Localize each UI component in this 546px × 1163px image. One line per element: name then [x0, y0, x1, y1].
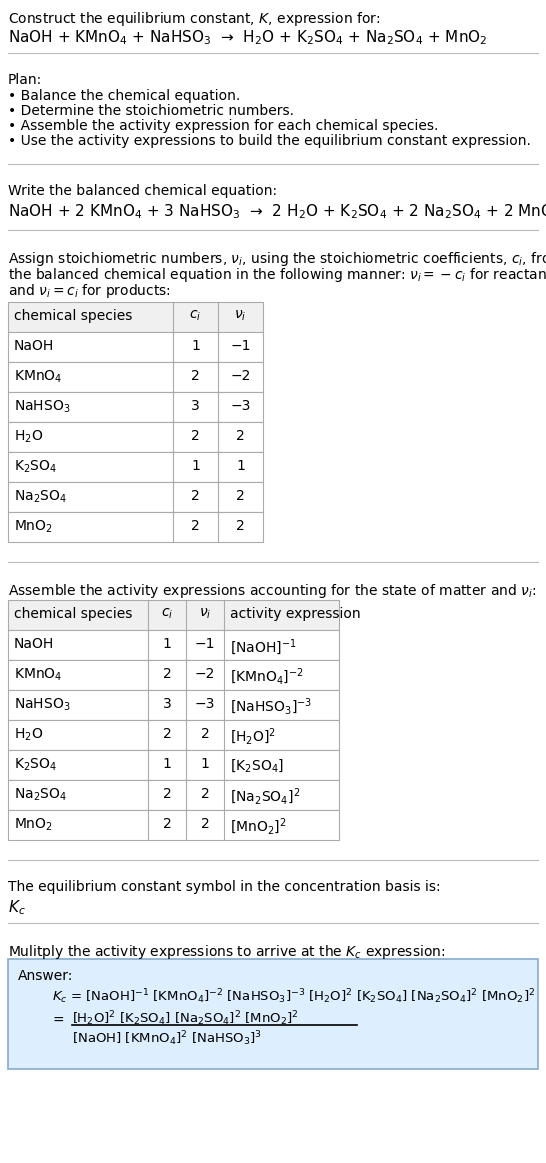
Text: 3: 3 [163, 697, 171, 711]
Text: • Balance the chemical equation.: • Balance the chemical equation. [8, 90, 240, 104]
Text: [NaOH] [KMnO$_4$]$^2$ [NaHSO$_3$]$^3$: [NaOH] [KMnO$_4$]$^2$ [NaHSO$_3$]$^3$ [72, 1029, 262, 1048]
Bar [8, 809, 339, 840]
Text: −1: −1 [230, 338, 251, 354]
Text: chemical species: chemical species [14, 309, 132, 323]
Text: • Determine the stoichiometric numbers.: • Determine the stoichiometric numbers. [8, 104, 294, 117]
Bar [8, 659, 339, 690]
Text: and $\nu_i = c_i$ for products:: and $\nu_i = c_i$ for products: [8, 281, 171, 300]
Text: H$_2$O: H$_2$O [14, 727, 43, 743]
Text: NaHSO$_3$: NaHSO$_3$ [14, 697, 70, 713]
Text: Mulitply the activity expressions to arrive at the $K_c$ expression:: Mulitply the activity expressions to arr… [8, 943, 446, 961]
Text: KMnO$_4$: KMnO$_4$ [14, 369, 62, 385]
Text: MnO$_2$: MnO$_2$ [14, 816, 53, 834]
Text: NaOH + KMnO$_4$ + NaHSO$_3$  →  H$_2$O + K$_2$SO$_4$ + Na$_2$SO$_4$ + MnO$_2$: NaOH + KMnO$_4$ + NaHSO$_3$ → H$_2$O + K… [8, 28, 488, 47]
Bar [8, 690, 339, 720]
Text: Na$_2$SO$_4$: Na$_2$SO$_4$ [14, 787, 67, 804]
Text: −3: −3 [230, 399, 251, 413]
Text: MnO$_2$: MnO$_2$ [14, 519, 53, 535]
Text: =: = [52, 1014, 64, 1028]
Text: 2: 2 [191, 519, 200, 533]
Text: Plan:: Plan: [8, 73, 42, 87]
Text: 1: 1 [200, 757, 210, 771]
Bar [8, 720, 339, 750]
Bar [8, 452, 263, 481]
Bar [8, 481, 263, 512]
Text: $\nu_i$: $\nu_i$ [234, 309, 247, 323]
Text: 2: 2 [236, 519, 245, 533]
Text: NaOH: NaOH [14, 637, 54, 651]
Bar [8, 600, 339, 630]
Text: $K_c$ = [NaOH]$^{-1}$ [KMnO$_4$]$^{-2}$ [NaHSO$_3$]$^{-3}$ [H$_2$O]$^2$ [K$_2$SO: $K_c$ = [NaOH]$^{-1}$ [KMnO$_4$]$^{-2}$ … [52, 987, 536, 1006]
Text: 2: 2 [191, 429, 200, 443]
Text: 2: 2 [191, 488, 200, 504]
Text: Write the balanced chemical equation:: Write the balanced chemical equation: [8, 184, 277, 198]
Text: [KMnO$_4$]$^{-2}$: [KMnO$_4$]$^{-2}$ [230, 668, 304, 687]
Text: 1: 1 [163, 757, 171, 771]
Text: −2: −2 [195, 668, 215, 682]
Text: chemical species: chemical species [14, 607, 132, 621]
Text: H$_2$O: H$_2$O [14, 429, 43, 445]
Text: NaOH + 2 KMnO$_4$ + 3 NaHSO$_3$  →  2 H$_2$O + K$_2$SO$_4$ + 2 Na$_2$SO$_4$ + 2 : NaOH + 2 KMnO$_4$ + 3 NaHSO$_3$ → 2 H$_2… [8, 202, 546, 221]
Text: 2: 2 [163, 816, 171, 832]
Text: [H$_2$O]$^2$: [H$_2$O]$^2$ [230, 727, 276, 748]
Bar [8, 630, 339, 659]
Text: 1: 1 [191, 459, 200, 473]
Text: NaOH: NaOH [14, 338, 54, 354]
Text: 2: 2 [200, 787, 209, 801]
Text: The equilibrium constant symbol in the concentration basis is:: The equilibrium constant symbol in the c… [8, 880, 441, 894]
Text: $K_c$: $K_c$ [8, 898, 26, 916]
Text: [NaHSO$_3$]$^{-3}$: [NaHSO$_3$]$^{-3}$ [230, 697, 312, 718]
Bar [8, 362, 263, 392]
Text: 2: 2 [163, 668, 171, 682]
Text: −1: −1 [195, 637, 215, 651]
Text: the balanced chemical equation in the following manner: $\nu_i = -c_i$ for react: the balanced chemical equation in the fo… [8, 266, 546, 284]
Text: Na$_2$SO$_4$: Na$_2$SO$_4$ [14, 488, 67, 506]
Text: Construct the equilibrium constant, $K$, expression for:: Construct the equilibrium constant, $K$,… [8, 10, 381, 28]
Text: $c_i$: $c_i$ [161, 607, 173, 621]
Bar [8, 392, 263, 422]
Text: [MnO$_2$]$^2$: [MnO$_2$]$^2$ [230, 816, 287, 837]
Text: • Assemble the activity expression for each chemical species.: • Assemble the activity expression for e… [8, 119, 438, 133]
Text: [K$_2$SO$_4$]: [K$_2$SO$_4$] [230, 757, 284, 773]
Text: 2: 2 [236, 488, 245, 504]
Text: [H$_2$O]$^2$ [K$_2$SO$_4$] [Na$_2$SO$_4$]$^2$ [MnO$_2$]$^2$: [H$_2$O]$^2$ [K$_2$SO$_4$] [Na$_2$SO$_4$… [72, 1009, 299, 1028]
Text: • Use the activity expressions to build the equilibrium constant expression.: • Use the activity expressions to build … [8, 134, 531, 148]
Text: 2: 2 [163, 787, 171, 801]
Text: activity expression: activity expression [230, 607, 360, 621]
Text: 2: 2 [200, 816, 209, 832]
Text: K$_2$SO$_4$: K$_2$SO$_4$ [14, 757, 57, 773]
Text: 2: 2 [236, 429, 245, 443]
Text: K$_2$SO$_4$: K$_2$SO$_4$ [14, 459, 57, 476]
Text: NaHSO$_3$: NaHSO$_3$ [14, 399, 70, 415]
Text: 1: 1 [191, 338, 200, 354]
Text: 2: 2 [163, 727, 171, 741]
Text: −2: −2 [230, 369, 251, 383]
Text: 2: 2 [191, 369, 200, 383]
Text: [NaOH]$^{-1}$: [NaOH]$^{-1}$ [230, 637, 296, 657]
Bar [8, 959, 538, 1069]
Bar [8, 302, 263, 331]
Text: 1: 1 [163, 637, 171, 651]
Text: Assign stoichiometric numbers, $\nu_i$, using the stoichiometric coefficients, $: Assign stoichiometric numbers, $\nu_i$, … [8, 250, 546, 267]
Text: $\nu_i$: $\nu_i$ [199, 607, 211, 621]
Text: −3: −3 [195, 697, 215, 711]
Text: [Na$_2$SO$_4$]$^2$: [Na$_2$SO$_4$]$^2$ [230, 787, 300, 807]
Text: KMnO$_4$: KMnO$_4$ [14, 668, 62, 684]
Text: 3: 3 [191, 399, 200, 413]
Bar [8, 512, 263, 542]
Bar [8, 422, 263, 452]
Bar [8, 780, 339, 809]
Bar [8, 750, 339, 780]
Text: 2: 2 [200, 727, 209, 741]
Text: $c_i$: $c_i$ [189, 309, 201, 323]
Text: 1: 1 [236, 459, 245, 473]
Bar [8, 331, 263, 362]
Text: Assemble the activity expressions accounting for the state of matter and $\nu_i$: Assemble the activity expressions accoun… [8, 582, 536, 600]
Text: Answer:: Answer: [18, 969, 73, 983]
